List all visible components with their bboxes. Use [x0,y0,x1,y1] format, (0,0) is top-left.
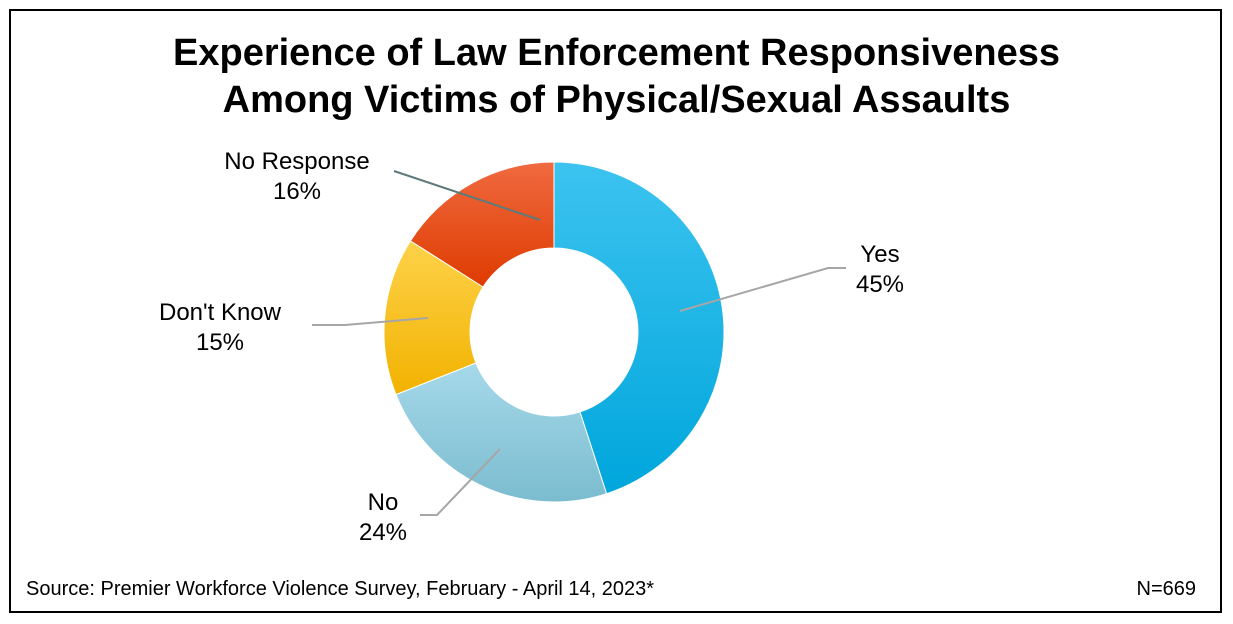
chart-title: Experience of Law Enforcement Responsive… [0,30,1233,124]
slice-no [395,362,608,503]
slice-value-don-t-know: 15% [196,329,244,356]
slice-label-yes: Yes [860,241,899,268]
leader-line-don-t-know [312,317,429,326]
slice-yes [553,161,725,495]
leader-line-no-response [393,170,541,221]
chart-title-line-1: Experience of Law Enforcement Responsive… [173,32,1060,74]
slice-value-no-response: 16% [273,178,321,205]
slice-label-don-t-know: Don't Know [159,299,282,326]
sample-size: N=669 [1136,578,1197,600]
slice-label-no: No [368,489,399,516]
slice-value-yes: 45% [856,271,904,298]
slice-no-response [409,161,555,288]
chart-frame [9,9,1222,613]
leader-line-no [420,448,501,516]
slice-value-no: 24% [359,519,407,546]
slice-label-no-response: No Response [224,148,369,175]
leader-line-yes [679,267,846,312]
chart-title-line-2: Among Victims of Physical/Sexual Assault… [222,79,1011,121]
source-note: Source: Premier Workforce Violence Surve… [26,578,655,600]
